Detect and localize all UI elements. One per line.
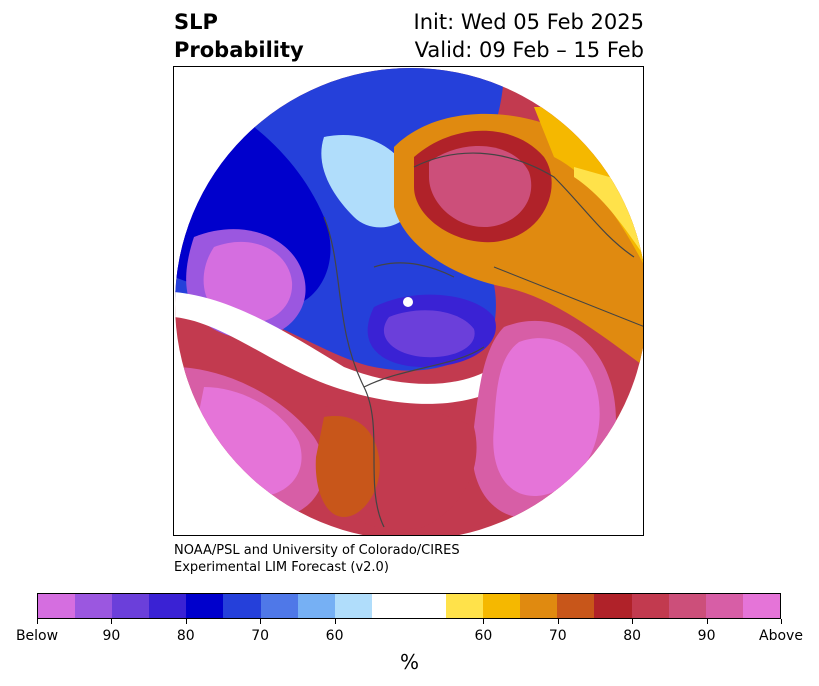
colorbar-ticks: Below 90 80 70 60 60 70 80 90 Above [0, 619, 819, 649]
title-line-2: Probability [174, 38, 304, 62]
valid-dates: Valid: 09 Feb – 15 Feb [414, 38, 644, 62]
colorbar-segment [260, 594, 298, 618]
colorbar-tick [334, 619, 336, 624]
colorbar-tick [111, 619, 113, 624]
colorbar-tick-label: 80 [623, 628, 642, 644]
colorbar-tick [557, 619, 559, 624]
colorbar-tick-label: 60 [325, 628, 344, 644]
colorbar-tick [781, 619, 782, 624]
colorbar-segment [75, 594, 113, 618]
colorbar-tick-label: 70 [548, 628, 567, 644]
colorbar-unit: % [399, 650, 419, 674]
colorbar-segment [520, 594, 558, 618]
colorbar-segment [38, 594, 76, 618]
colorbar-segment [742, 594, 780, 618]
colorbar-segment [149, 594, 187, 618]
colorbar-tick [483, 619, 485, 624]
colorbar-segment [446, 594, 484, 618]
polar-map-canvas [175, 68, 643, 535]
colorbar-segment [705, 594, 743, 618]
colorbar-segment [631, 594, 669, 618]
colorbar-segment [371, 594, 409, 618]
chart-title-right: Init: Wed 05 Feb 2025 Valid: 09 Feb – 15… [414, 8, 644, 64]
colorbar-tick-label: 90 [697, 628, 716, 644]
colorbar-segment [186, 594, 224, 618]
colorbar-segment [594, 594, 632, 618]
colorbar-tick-label: Below [15, 628, 59, 644]
credit-line-1: NOAA/PSL and University of Colorado/CIRE… [174, 543, 460, 558]
init-date: Init: Wed 05 Feb 2025 [413, 10, 644, 34]
title-line-1: SLP [174, 10, 218, 34]
colorbar-segment [334, 594, 372, 618]
colorbar-tick [260, 619, 262, 624]
colorbar [37, 593, 781, 619]
colorbar-segment [408, 594, 447, 618]
chart-title-left: SLP Probability [174, 8, 304, 64]
colorbar-tick-label: 90 [102, 628, 121, 644]
polar-map [173, 66, 644, 536]
colorbar-tick [185, 619, 187, 624]
credit: NOAA/PSL and University of Colorado/CIRE… [174, 542, 460, 576]
colorbar-tick-label: 80 [176, 628, 195, 644]
colorbar-tick-label: Above [759, 628, 803, 644]
credit-line-2: Experimental LIM Forecast (v2.0) [174, 560, 389, 575]
colorbar-segment [223, 594, 261, 618]
colorbar-segment [112, 594, 150, 618]
colorbar-segment [557, 594, 595, 618]
colorbar-tick-label: 70 [251, 628, 270, 644]
colorbar-tick-label: 60 [474, 628, 493, 644]
colorbar-segment [668, 594, 706, 618]
colorbar-tick [37, 619, 38, 624]
colorbar-segment [483, 594, 521, 618]
colorbar-tick [632, 619, 634, 624]
colorbar-tick [706, 619, 708, 624]
colorbar-segment [297, 594, 335, 618]
